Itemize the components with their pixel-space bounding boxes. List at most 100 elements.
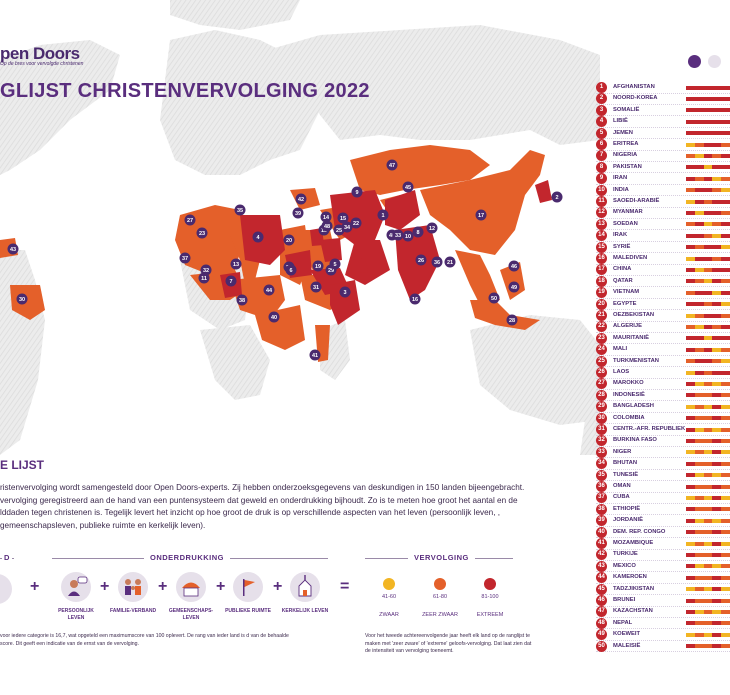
rank-country-name: NIGERIA: [613, 152, 638, 159]
score-segment: [686, 256, 695, 261]
score-segment: [721, 245, 730, 250]
rank-score-bar: [686, 359, 730, 364]
score-segment: [703, 142, 713, 147]
rank-country-name: MOZAMBIQUE: [613, 540, 654, 546]
rank-marker: [431, 256, 443, 268]
rank-marker: [409, 293, 421, 305]
score-segment: [712, 518, 722, 523]
rank-score-bar: [686, 393, 730, 398]
rank-marker-label: 44: [266, 288, 273, 294]
rank-country-name: INDONESIË: [613, 391, 645, 398]
rank-number: 42: [596, 549, 607, 561]
rank-country-name: KAMEROEN: [613, 574, 647, 581]
rank-score-bar: [686, 609, 730, 614]
score-segment: [686, 233, 695, 238]
score-segment: [721, 598, 730, 603]
ranking-row-divider: [596, 149, 730, 151]
rank-marker: [386, 159, 398, 171]
rank-marker: [236, 294, 248, 306]
ranking-row-divider: [596, 331, 730, 333]
score-segment: [721, 131, 730, 136]
rank-marker-label: 47: [389, 163, 395, 169]
rank-country-name: ERITREA: [613, 141, 639, 147]
score-segment: [703, 461, 713, 466]
score-segment: [703, 222, 713, 227]
rank-number: 16: [596, 253, 607, 264]
score-segment: [703, 598, 713, 603]
score-segment: [703, 165, 713, 170]
rank-score-bar: [686, 530, 730, 535]
rank-country-name: NEPAL: [613, 619, 633, 626]
rank-marker-label: 3: [343, 290, 346, 296]
score-segment: [721, 461, 730, 466]
rank-country-name: EGYPTE: [613, 300, 637, 307]
rank-country-name: CHINA: [613, 266, 632, 273]
score-segment: [686, 632, 695, 637]
score-segment: [721, 165, 730, 170]
rank-marker-label: 1: [381, 213, 384, 219]
rank-marker: [444, 256, 456, 268]
score-segment: [712, 267, 722, 272]
rank-marker-label: 33: [395, 233, 401, 239]
score-segment: [694, 359, 704, 364]
score-segment: [703, 313, 713, 318]
rank-number: 14: [596, 230, 607, 242]
score-segment: [703, 370, 713, 375]
score-segment: [712, 495, 722, 500]
rank-marker-label: 40: [271, 315, 277, 321]
score-segment: [694, 404, 704, 409]
score-segment: [721, 404, 730, 409]
rank-country-name: LAOS: [613, 369, 630, 375]
rank-marker: [225, 275, 237, 287]
ranking-row-divider: [596, 651, 730, 653]
rank-country-name: BHUTAN: [613, 460, 638, 467]
score-segment: [703, 336, 713, 341]
score-segment: [686, 347, 695, 352]
rank-marker: [339, 286, 351, 298]
rank-country-name: MALEISIË: [613, 642, 641, 649]
score-segment: [721, 644, 730, 649]
page-title: GLIJST CHRISTENVERVOLGING 2022: [0, 80, 370, 102]
score-segment: [686, 575, 695, 580]
rank-score-bar: [686, 598, 730, 603]
score-segment: [686, 210, 695, 215]
score-segment: [703, 587, 713, 592]
score-segment: [686, 587, 695, 592]
score-segment: [686, 621, 695, 626]
rank-marker-label: 5: [333, 262, 336, 268]
rank-marker-label: 23: [199, 231, 205, 237]
score-segment: [712, 393, 722, 398]
score-segment: [712, 222, 722, 227]
rank-number: 38: [596, 503, 607, 515]
score-segment: [694, 302, 704, 307]
score-segment: [703, 427, 713, 432]
rank-marker: [475, 209, 487, 221]
rank-score-bar: [686, 233, 730, 238]
score-segment: [703, 393, 713, 398]
score-segment: [694, 644, 704, 649]
score-segment: [712, 153, 722, 158]
ranking-row-divider: [596, 103, 730, 105]
rank-score-bar: [686, 131, 730, 136]
ranking-row-divider: [596, 297, 730, 299]
rank-marker-label: 16: [412, 297, 418, 303]
rank-marker: [320, 211, 332, 223]
rank-country-name: BANGLADESH: [613, 403, 654, 410]
score-segment: [721, 484, 730, 489]
rank-marker: [252, 231, 264, 243]
score-segment: [686, 598, 695, 603]
score-segment: [712, 621, 722, 626]
rank-marker-label: 31: [313, 285, 319, 291]
score-segment: [703, 495, 713, 500]
score-segment: [703, 381, 713, 386]
score-segment: [721, 450, 730, 455]
score-segment: [694, 393, 704, 398]
rank-marker: [508, 281, 520, 293]
score-segment: [686, 85, 695, 90]
rank-country-name: KAZACHSTAN: [613, 608, 653, 615]
rank-country-name: BURKINA FASO: [613, 437, 657, 444]
rank-country-name: MALEDIVEN: [613, 255, 648, 261]
score-segment: [721, 359, 730, 364]
score-segment: [694, 381, 704, 386]
score-segment: [703, 473, 713, 478]
